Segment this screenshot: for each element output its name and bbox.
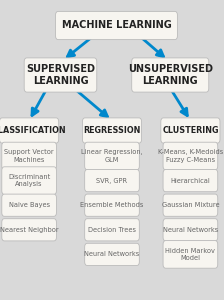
Text: Support Vector
Machines: Support Vector Machines	[4, 149, 54, 163]
Text: REGRESSION: REGRESSION	[83, 126, 141, 135]
Text: K-Means, K-Medoids
Fuzzy C-Means: K-Means, K-Medoids Fuzzy C-Means	[158, 149, 223, 163]
FancyBboxPatch shape	[0, 118, 59, 143]
FancyBboxPatch shape	[2, 142, 56, 170]
Text: SUPERVISED
LEARNING: SUPERVISED LEARNING	[26, 64, 95, 86]
Text: Decision Trees: Decision Trees	[88, 227, 136, 233]
FancyBboxPatch shape	[2, 194, 56, 216]
Text: Neural Networks: Neural Networks	[163, 227, 218, 233]
FancyBboxPatch shape	[163, 219, 218, 241]
Text: CLASSIFICATION: CLASSIFICATION	[0, 126, 66, 135]
Text: Hierarchical: Hierarchical	[170, 178, 210, 184]
FancyBboxPatch shape	[163, 142, 218, 170]
FancyBboxPatch shape	[163, 194, 218, 216]
FancyBboxPatch shape	[24, 58, 97, 92]
FancyBboxPatch shape	[2, 167, 56, 194]
Text: CLUSTERING: CLUSTERING	[162, 126, 219, 135]
FancyBboxPatch shape	[163, 169, 218, 192]
FancyBboxPatch shape	[85, 142, 139, 170]
FancyBboxPatch shape	[2, 219, 56, 241]
Text: Hidden Markov
Model: Hidden Markov Model	[166, 248, 215, 261]
FancyBboxPatch shape	[85, 219, 139, 241]
Text: Naive Bayes: Naive Bayes	[9, 202, 50, 208]
Text: Discriminant
Analysis: Discriminant Analysis	[8, 174, 50, 187]
FancyBboxPatch shape	[132, 58, 209, 92]
FancyBboxPatch shape	[82, 118, 142, 143]
Text: Gaussian Mixture: Gaussian Mixture	[162, 202, 219, 208]
Text: Neural Networks: Neural Networks	[84, 251, 140, 257]
FancyBboxPatch shape	[163, 241, 218, 268]
FancyBboxPatch shape	[56, 11, 177, 40]
FancyBboxPatch shape	[85, 243, 139, 266]
FancyBboxPatch shape	[85, 169, 139, 192]
Text: SVR, GPR: SVR, GPR	[97, 178, 127, 184]
Text: Ensemble Methods: Ensemble Methods	[80, 202, 144, 208]
FancyBboxPatch shape	[161, 118, 220, 143]
Text: Linear Regression,
GLM: Linear Regression, GLM	[81, 149, 143, 163]
Text: Nearest Neighbor: Nearest Neighbor	[0, 227, 58, 233]
Text: MACHINE LEARNING: MACHINE LEARNING	[62, 20, 171, 31]
Text: UNSUPERVISED
LEARNING: UNSUPERVISED LEARNING	[128, 64, 213, 86]
FancyBboxPatch shape	[85, 194, 139, 216]
